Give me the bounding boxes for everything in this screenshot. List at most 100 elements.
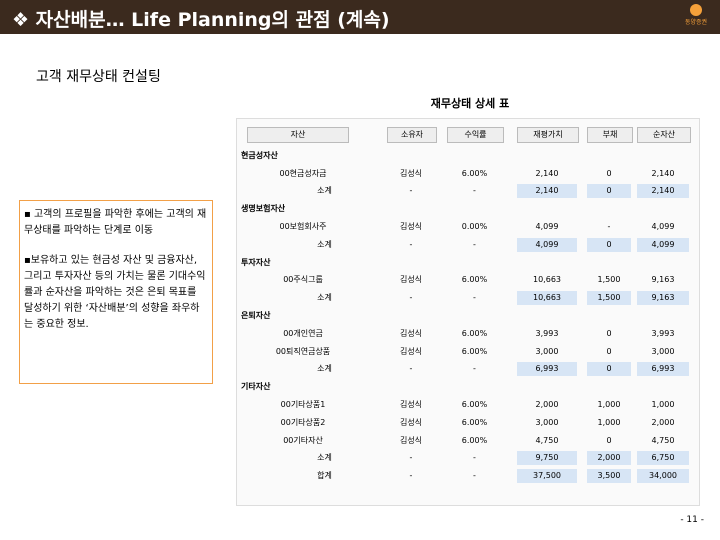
logo-text: 동양증권 bbox=[684, 19, 708, 26]
note-box: ▪ 고객의 프로필을 파악한 후에는 고객의 재무상태를 파악하는 단계로 이동… bbox=[19, 200, 213, 384]
table-cell: 김성식 bbox=[399, 400, 423, 409]
table-cell: 3,993 bbox=[651, 328, 675, 338]
table-cell: 00기타상품2 bbox=[280, 417, 326, 427]
total-cell: 37,500 bbox=[517, 469, 577, 484]
table-cell: 김성식 bbox=[399, 168, 423, 178]
table-cell: 00개인연금 bbox=[283, 328, 323, 338]
table-cell: 1,000 bbox=[597, 417, 621, 427]
total-cell: - bbox=[473, 471, 476, 481]
table-cell: 김성식 bbox=[399, 328, 423, 338]
subtotal-cell: - bbox=[409, 239, 413, 249]
table-cell: 3,000 bbox=[651, 346, 675, 356]
subtotal-cell: 0 bbox=[587, 362, 631, 377]
table-cell: 1,000 bbox=[597, 400, 621, 409]
table-cell: 0 bbox=[606, 328, 612, 338]
table-cell: 4,099 bbox=[651, 222, 675, 231]
subtotal-cell: 2,000 bbox=[587, 451, 631, 466]
subtotal-cell: 10,663 bbox=[517, 291, 577, 306]
table-title: 재무상태 상세 표 bbox=[430, 97, 510, 110]
table-cell: 4,750 bbox=[651, 435, 675, 445]
table-cell: 2,000 bbox=[535, 400, 559, 409]
table-cell: 0.00% bbox=[461, 222, 488, 231]
subtitle: 고객 재무상태 컨설팅 bbox=[36, 69, 161, 85]
table-cell: 00퇴직연금상품 bbox=[275, 346, 331, 356]
table-cell: 6.00% bbox=[461, 168, 488, 178]
section-title: 은퇴자산 bbox=[241, 311, 271, 320]
table-cell: 2,140 bbox=[535, 168, 559, 178]
table-cell: 3,000 bbox=[535, 346, 559, 356]
table-cell: 10,663 bbox=[533, 275, 561, 285]
subtotal-cell: 소계 bbox=[317, 453, 332, 463]
subtotal-cell: - bbox=[409, 453, 413, 463]
subtotal-cell: 소계 bbox=[317, 239, 332, 249]
subtotal-cell: 소계 bbox=[317, 364, 332, 374]
table-cell: 김성식 bbox=[399, 435, 423, 445]
table-cell: 0 bbox=[606, 346, 612, 356]
subtotal-cell: 4,099 bbox=[637, 237, 689, 252]
total-cell: 합계 bbox=[317, 471, 332, 481]
subtotal-cell: - bbox=[409, 186, 413, 196]
subtotal-cell: 0 bbox=[587, 237, 631, 252]
table-cell: 00현금성자금 bbox=[279, 168, 327, 178]
subtotal-cell: - bbox=[473, 293, 476, 303]
table-cell: 0 bbox=[606, 168, 612, 178]
table-cell: 김성식 bbox=[399, 346, 423, 356]
subtotal-cell: 4,099 bbox=[517, 237, 577, 252]
total-cell: 3,500 bbox=[587, 469, 631, 484]
table-cell: 6.00% bbox=[461, 417, 488, 427]
column-header: 순자산 bbox=[637, 127, 691, 143]
subtotal-cell: - bbox=[473, 364, 476, 374]
slide-title: ❖ 자산배분… Life Planning의 관점 (계속) bbox=[12, 9, 390, 31]
table-cell: 김성식 bbox=[399, 417, 423, 427]
subtotal-cell: 6,993 bbox=[517, 362, 577, 377]
section-title: 기타자산 bbox=[241, 382, 271, 392]
section-title: 투자자산 bbox=[241, 257, 271, 267]
table-cell: 4,099 bbox=[535, 222, 559, 231]
column-header: 부채 bbox=[587, 127, 633, 143]
table-cell: 6.00% bbox=[461, 400, 488, 409]
subtotal-cell: 0 bbox=[587, 184, 631, 199]
column-header: 수익률 bbox=[447, 127, 504, 143]
table-cell: 9,163 bbox=[651, 275, 675, 285]
subtotal-cell: 9,163 bbox=[637, 291, 689, 306]
table-cell: 00보험회사주 bbox=[279, 222, 327, 231]
subtotal-cell: - bbox=[473, 453, 476, 463]
table-cell: 0 bbox=[606, 435, 612, 445]
table-cell: 김성식 bbox=[399, 275, 423, 285]
column-header: 자산 bbox=[247, 127, 349, 143]
section-title: 생명보험자산 bbox=[241, 204, 286, 214]
table-cell: 2,000 bbox=[651, 417, 675, 427]
subtotal-cell: - bbox=[409, 364, 413, 374]
table-cell: 4,750 bbox=[535, 435, 559, 445]
subtotal-cell: - bbox=[473, 239, 476, 249]
table-cell: 00기타상품1 bbox=[280, 400, 326, 409]
subtotal-cell: 2,140 bbox=[517, 184, 577, 199]
section-title: 현금성자산 bbox=[241, 150, 278, 160]
subtotal-cell: 소계 bbox=[317, 293, 332, 303]
subtotal-cell: 1,500 bbox=[587, 291, 631, 306]
subtotal-cell: 6,750 bbox=[637, 451, 689, 466]
header-bar: ❖ 자산배분… Life Planning의 관점 (계속) 동양증권 bbox=[0, 0, 720, 34]
page-number: - 11 - bbox=[680, 515, 704, 525]
table-cell: 6.00% bbox=[461, 275, 488, 285]
table-cell: 6.00% bbox=[461, 346, 488, 356]
logo: 동양증권 bbox=[682, 3, 710, 31]
subtotal-cell: - bbox=[409, 293, 413, 303]
table-cell: 3,000 bbox=[535, 417, 559, 427]
table-cell: 1,500 bbox=[597, 275, 621, 285]
table-cell: 2,140 bbox=[651, 168, 675, 178]
column-header: 소유자 bbox=[387, 127, 437, 143]
table: 자산 소유자 수익률 재평가치 부채 순자산 현금성자산 00현금성자금 김성식 6.00% 2,1… bbox=[236, 118, 700, 506]
subtotal-cell: 소계 bbox=[317, 186, 332, 196]
total-cell: 34,000 bbox=[637, 469, 689, 484]
column-header: 재평가치 bbox=[517, 127, 579, 143]
table-cell: 1,000 bbox=[651, 400, 675, 409]
subtotal-cell: 9,750 bbox=[517, 451, 577, 466]
subtotal-cell: 6,993 bbox=[637, 362, 689, 377]
table-cell: 00주식그룹 bbox=[283, 275, 323, 285]
subtotal-cell: - bbox=[473, 186, 476, 196]
subtotal-cell: 2,140 bbox=[637, 184, 689, 199]
table-cell: - bbox=[607, 222, 611, 231]
total-cell: - bbox=[409, 471, 413, 481]
